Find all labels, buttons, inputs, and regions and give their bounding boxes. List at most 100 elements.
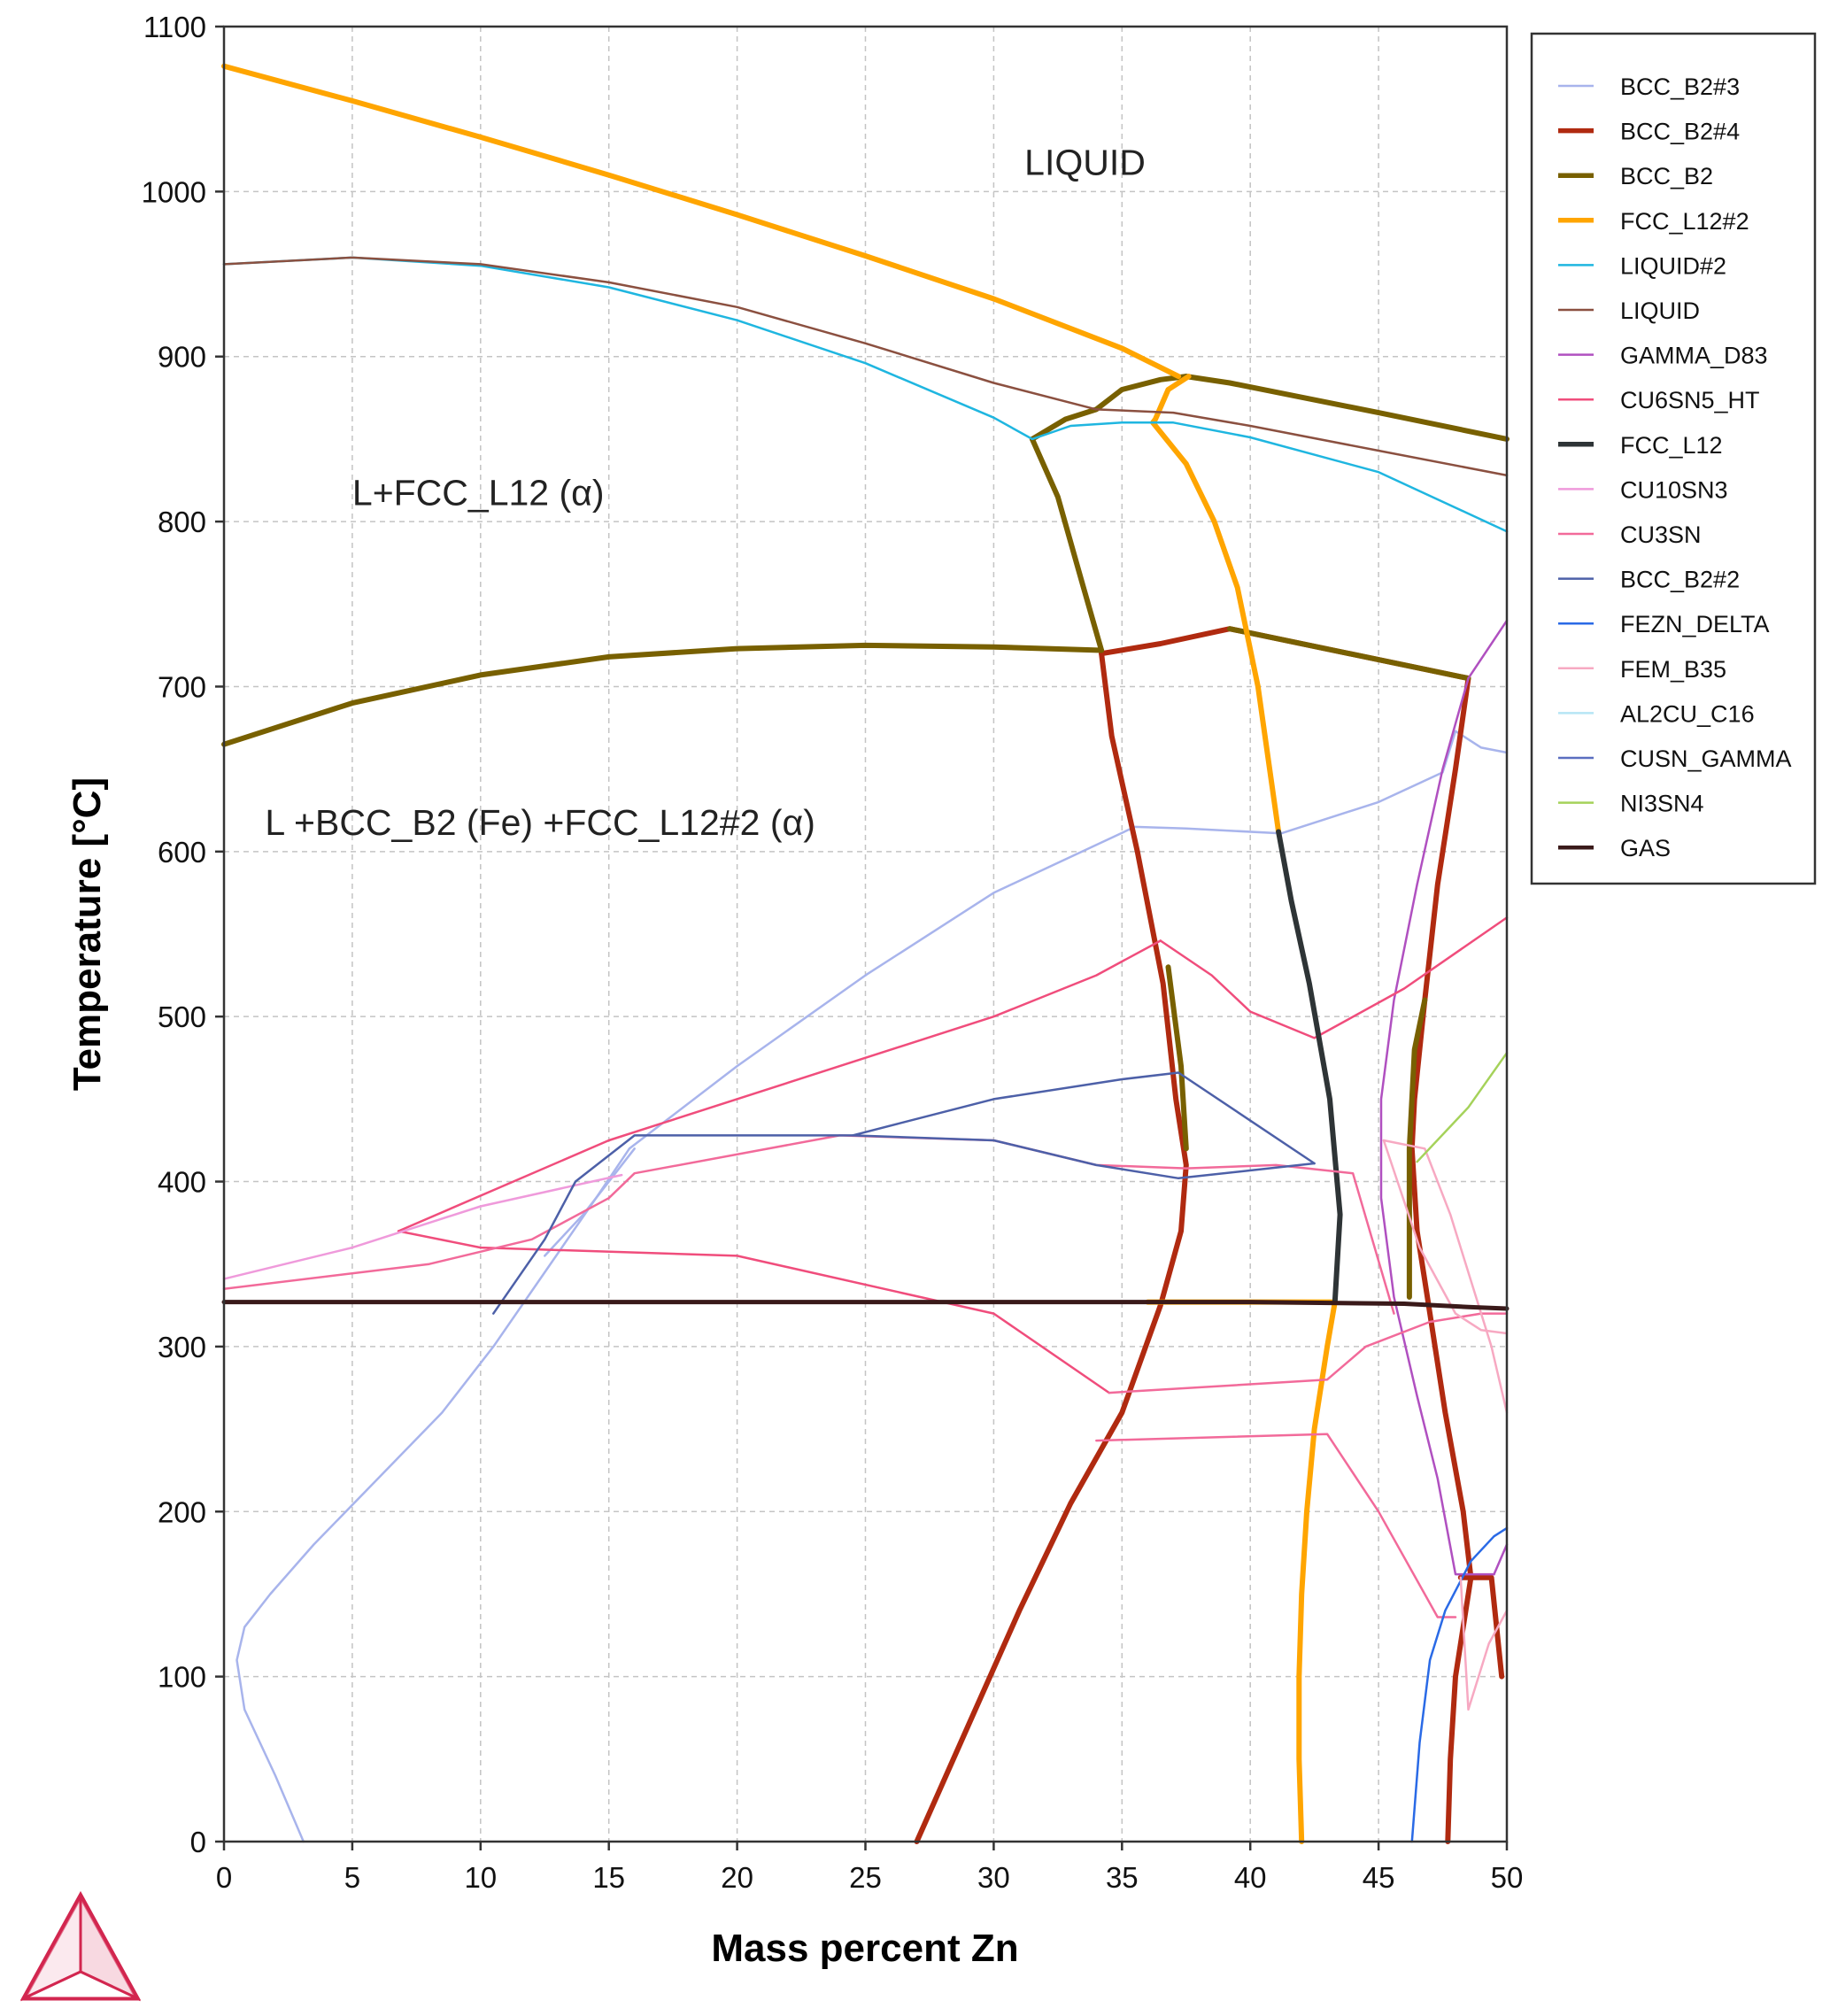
x-tick-label: 50 <box>1491 1861 1524 1894</box>
phase-boundary-line <box>1150 374 1282 835</box>
phase-boundary-line <box>1276 829 1343 1305</box>
x-tick-label: 10 <box>464 1861 497 1894</box>
x-tick-label: 25 <box>849 1861 882 1894</box>
series-layer <box>221 63 1510 1844</box>
legend: BCC_B2#3 BCC_B2#4 BCC_B2 FCC_L12#2 LIQUID#2 L… <box>1530 32 1817 885</box>
y-axis-title: Temperature [°C] <box>66 777 109 1091</box>
phase-boundary-line <box>1379 676 1495 1576</box>
legend-label: AL2CU_C16 <box>1620 700 1755 727</box>
x-tick-label: 40 <box>1234 1861 1267 1894</box>
x-tick-label: 15 <box>592 1861 625 1894</box>
phase-boundary-line <box>914 651 1189 1844</box>
phase-boundary-line <box>1410 1526 1509 1843</box>
phase-boundary-line <box>1227 626 1471 682</box>
x-tick-label: 0 <box>216 1861 232 1894</box>
x-tick-label: 45 <box>1363 1861 1395 1894</box>
legend-label: BCC_B2#2 <box>1620 567 1740 593</box>
legend-label: CUSN_GAMMA <box>1620 745 1792 772</box>
phase-boundary-line <box>1382 1139 1509 1414</box>
phase-boundary-line <box>1416 1051 1509 1163</box>
legend-item: CU6SN5_HT <box>1558 387 1760 413</box>
x-tick-label: 5 <box>344 1861 360 1894</box>
y-tick-label: 500 <box>158 1000 206 1033</box>
legend-item: AL2CU_C16 <box>1558 700 1755 727</box>
series-fezn-delta <box>1410 1526 1509 1843</box>
phase-boundary-line <box>1382 1139 1509 1335</box>
series-bcc-b2-2 <box>492 1071 1316 1315</box>
phase-boundary-line <box>1409 676 1474 1844</box>
y-tick-label: 800 <box>158 506 206 538</box>
legend-item: LIQUID <box>1558 297 1700 324</box>
y-tick-label: 600 <box>158 836 206 869</box>
legend-label: LIQUID <box>1620 297 1700 324</box>
thermo-calc-logo-icon <box>19 1890 142 2002</box>
legend-label: GAS <box>1620 835 1671 861</box>
y-tick-label: 0 <box>190 1826 206 1858</box>
y-tick-label: 900 <box>158 341 206 374</box>
legend-item: FEM_B35 <box>1558 656 1726 683</box>
phase-boundary-line <box>397 1230 1111 1394</box>
phase-boundary-line <box>221 642 1105 747</box>
legend-label: GAMMA_D83 <box>1620 343 1768 369</box>
series-bcc-b2 <box>221 374 1510 1300</box>
legend-item: BCC_B2 <box>1558 163 1713 189</box>
tick-labels: 0 5 10 15 20 25 30 35 40 45 5001002003004005006007… <box>142 11 1524 1894</box>
series-cu10sn3 <box>222 1173 623 1280</box>
phase-boundary-line <box>397 939 1162 1232</box>
x-tick-label: 35 <box>1106 1861 1139 1894</box>
series-ni3sn4 <box>1416 1051 1509 1163</box>
phase-boundary-line <box>221 63 1182 380</box>
phase-boundary-line <box>1183 374 1510 442</box>
legend-item: GAS <box>1558 835 1671 861</box>
legend-item: GAMMA_D83 <box>1558 343 1768 369</box>
phase-boundary-line <box>222 1173 623 1280</box>
phase-boundary-line <box>1145 1299 1338 1844</box>
x-axis-title: Mass percent Zn <box>711 1927 1018 1970</box>
series-gas <box>221 1300 1510 1311</box>
x-tick-label: 20 <box>721 1861 753 1894</box>
y-tick-label: 700 <box>158 670 206 703</box>
phase-boundary-line <box>1457 1574 1505 1680</box>
region-label: LIQUID <box>1024 143 1146 183</box>
legend-label: LIQUID#2 <box>1620 252 1726 279</box>
legend-item: NI3SN4 <box>1558 791 1704 817</box>
phase-boundary-line <box>1493 1543 1509 1576</box>
phase-boundary-line <box>1459 1576 1509 1711</box>
legend-label: FEZN_DELTA <box>1620 611 1770 637</box>
legend-item: FCC_L12 <box>1558 432 1723 459</box>
phase-boundary-line <box>1108 1312 1509 1394</box>
phase-boundary-line <box>1159 916 1509 1039</box>
legend-label: CU3SN <box>1620 521 1702 548</box>
y-tick-label: 1000 <box>142 175 206 208</box>
phase-boundary-line <box>1029 436 1105 653</box>
legend-label: FCC_L12 <box>1620 432 1723 459</box>
legend-label: NI3SN4 <box>1620 791 1704 817</box>
legend-item: LIQUID#2 <box>1558 252 1726 279</box>
series-liquid-2 <box>222 256 1509 533</box>
phase-boundary-line <box>1467 619 1509 680</box>
y-tick-label: 1100 <box>143 11 206 43</box>
series-gamma-d83 <box>1379 619 1509 1576</box>
legend-item: BCC_B2#2 <box>1558 567 1740 593</box>
phase-boundary-line <box>221 1300 1510 1311</box>
x-tick-label: 30 <box>977 1861 1010 1894</box>
legend-item: CU3SN <box>1558 521 1702 548</box>
legend-label: BCC_B2#4 <box>1620 119 1740 145</box>
phase-boundary-line <box>1029 374 1189 442</box>
series-liquid <box>222 256 1509 477</box>
legend-label: CU10SN3 <box>1620 476 1728 503</box>
phase-boundary-line <box>1406 997 1428 1300</box>
phase-boundary-line <box>544 1147 636 1257</box>
phase-boundary-line <box>236 1147 631 1843</box>
legend-item: FEZN_DELTA <box>1558 611 1770 637</box>
legend-label: BCC_B2#3 <box>1620 73 1740 100</box>
legend-item: CUSN_GAMMA <box>1558 745 1792 772</box>
legend-item: BCC_B2#3 <box>1558 73 1740 100</box>
legend-item: FCC_L12#2 <box>1558 208 1749 235</box>
series-fcc-l12-2 <box>221 63 1338 1844</box>
series-cu6sn5-ht <box>397 916 1509 1394</box>
series-fcc-l12 <box>1276 829 1343 1305</box>
y-tick-label: 400 <box>158 1166 206 1199</box>
